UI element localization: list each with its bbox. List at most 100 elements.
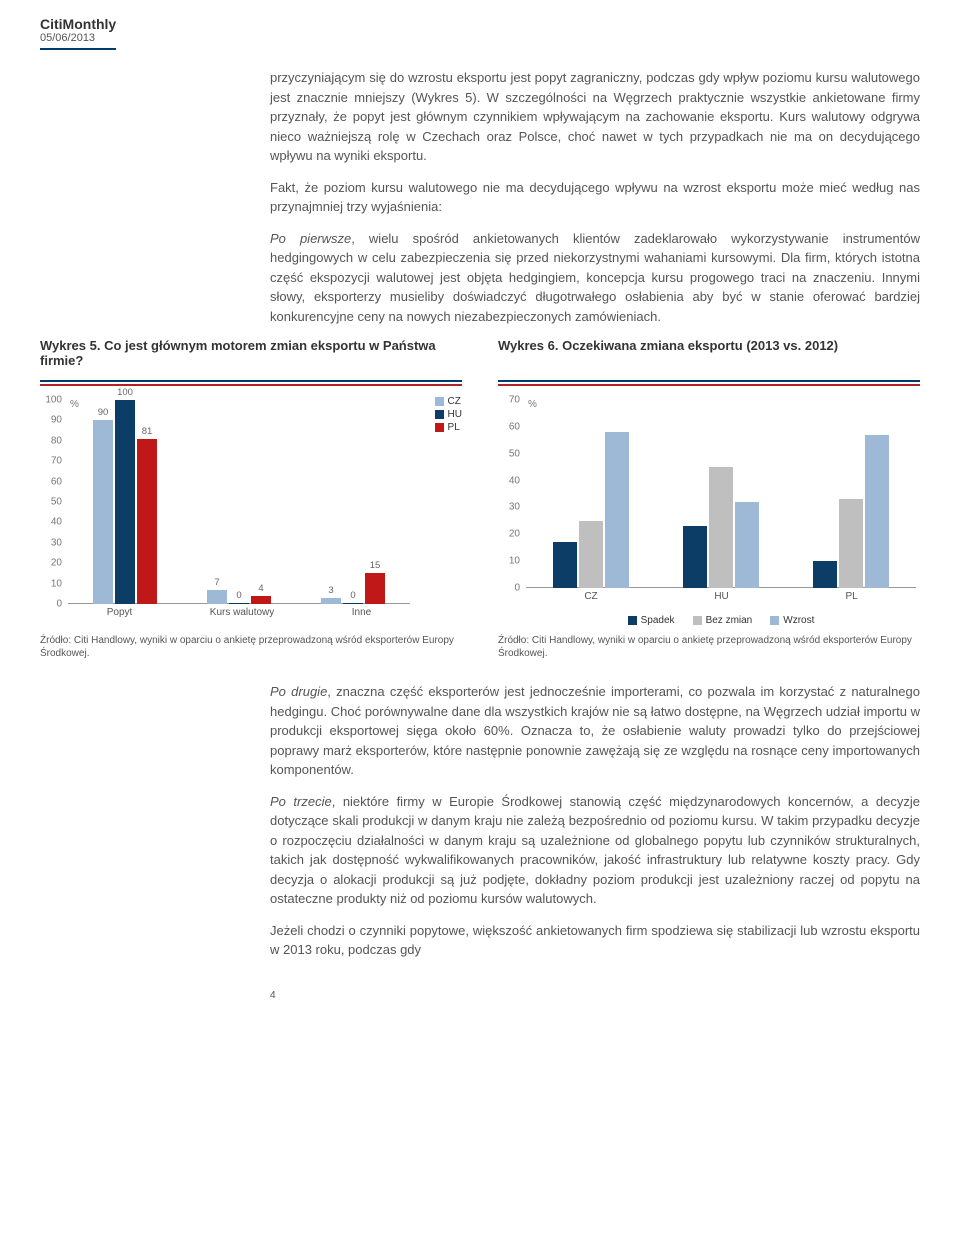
legend-swatch bbox=[628, 616, 637, 625]
bar-label: 4 bbox=[251, 583, 271, 594]
bar-group bbox=[786, 400, 916, 588]
ytick: 0 bbox=[514, 583, 520, 594]
bar bbox=[605, 432, 629, 588]
bar: 3 bbox=[321, 598, 341, 604]
chart6-title: Wykres 6. Oczekiwana zmiana eksportu (20… bbox=[498, 338, 920, 372]
em-po-drugie: Po drugie bbox=[270, 684, 327, 699]
ytick: 70 bbox=[51, 456, 62, 467]
ytick: 100 bbox=[45, 395, 62, 406]
legend-item: HU bbox=[435, 409, 462, 420]
page-number: 4 bbox=[270, 990, 920, 1001]
para-5-rest: , niektóre firmy w Europie Środkowej sta… bbox=[270, 794, 920, 907]
para-6: Jeżeli chodzi o czynniki popytowe, więks… bbox=[270, 921, 920, 960]
ytick: 50 bbox=[509, 448, 520, 459]
xcategory: Kurs walutowy bbox=[210, 607, 274, 622]
xcategory: PL bbox=[845, 591, 857, 606]
ytick: 60 bbox=[509, 421, 520, 432]
ytick: 80 bbox=[51, 435, 62, 446]
para-4: Po drugie, znaczna część eksporterów jes… bbox=[270, 682, 920, 780]
para-3-rest: , wielu spośród ankietowanych klientów z… bbox=[270, 231, 920, 324]
para-5: Po trzecie, niektóre firmy w Europie Śro… bbox=[270, 792, 920, 909]
para-1: przyczyniającym się do wzrostu eksportu … bbox=[270, 68, 920, 166]
chart6-plot bbox=[526, 400, 916, 588]
bar-group: 704 bbox=[182, 400, 296, 604]
bar bbox=[735, 502, 759, 588]
chart5-legend: CZ HU PL bbox=[435, 396, 462, 435]
bar bbox=[683, 526, 707, 588]
ytick: 40 bbox=[51, 517, 62, 528]
para-3: Po pierwsze, wielu spośród ankietowanych… bbox=[270, 229, 920, 327]
em-po-trzecie: Po trzecie bbox=[270, 794, 332, 809]
bar: 100 bbox=[115, 400, 135, 604]
ytick: 50 bbox=[51, 497, 62, 508]
chart5-xaxis: Popyt Kurs walutowy Inne bbox=[68, 607, 410, 622]
bar: 0 bbox=[229, 603, 249, 604]
chart5-block: Wykres 5. Co jest głównym motorem zmian … bbox=[40, 338, 462, 660]
chart6-legend: Spadek Bez zmian Wzrost bbox=[526, 615, 916, 626]
legend-item: Wzrost bbox=[770, 615, 814, 626]
legend-item: PL bbox=[435, 422, 462, 433]
bar: 0 bbox=[343, 603, 363, 604]
legend-label: Wzrost bbox=[783, 615, 814, 626]
chart5-source: Źródło: Citi Handlowy, wyniki w oparciu … bbox=[40, 634, 462, 660]
bar-label: 3 bbox=[321, 585, 341, 596]
legend-label: Spadek bbox=[641, 615, 675, 626]
bar: 90 bbox=[93, 420, 113, 604]
legend-swatch bbox=[693, 616, 702, 625]
document-page: CitiMonthly 05/06/2013 przyczyniającym s… bbox=[0, 0, 960, 1017]
xcategory: CZ bbox=[584, 591, 597, 606]
chart6-rule-blue bbox=[498, 380, 920, 382]
bar-label: 0 bbox=[343, 590, 363, 601]
bar: 7 bbox=[207, 590, 227, 604]
bar: 15 bbox=[365, 573, 385, 604]
chart5-rule-blue bbox=[40, 380, 462, 382]
para-2: Fakt, że poziom kursu walutowego nie ma … bbox=[270, 178, 920, 217]
charts-row: Wykres 5. Co jest głównym motorem zmian … bbox=[40, 338, 920, 660]
ytick: 10 bbox=[509, 556, 520, 567]
legend-swatch bbox=[770, 616, 779, 625]
ytick: 10 bbox=[51, 578, 62, 589]
bar: 4 bbox=[251, 596, 271, 604]
bar-group: 9010081 bbox=[68, 400, 182, 604]
chart5-area: 0102030405060708090100 % 90100817043015 … bbox=[40, 396, 462, 626]
ytick: 70 bbox=[509, 395, 520, 406]
chart6-rule-red bbox=[498, 384, 920, 386]
legend-swatch bbox=[435, 397, 444, 406]
bar bbox=[553, 542, 577, 588]
bar-label: 7 bbox=[207, 577, 227, 588]
para-4-rest: , znaczna część eksporterów jest jednocz… bbox=[270, 684, 920, 777]
chart6-block: Wykres 6. Oczekiwana zmiana eksportu (20… bbox=[498, 338, 920, 660]
ytick: 30 bbox=[509, 502, 520, 513]
document-header: CitiMonthly 05/06/2013 bbox=[40, 16, 116, 50]
bar-label: 81 bbox=[137, 426, 157, 437]
ytick: 20 bbox=[509, 529, 520, 540]
legend-label: CZ bbox=[448, 396, 461, 407]
xcategory: Inne bbox=[352, 607, 371, 622]
body-text-lower: Po drugie, znaczna część eksporterów jes… bbox=[270, 682, 920, 960]
legend-label: HU bbox=[448, 409, 462, 420]
publication-date: 05/06/2013 bbox=[40, 32, 116, 44]
ytick: 90 bbox=[51, 415, 62, 426]
chart6-area: 010203040506070 % CZHUPL SpadekBez zmian… bbox=[498, 396, 920, 626]
chart6-source: Źródło: Citi Handlowy, wyniki w oparciu … bbox=[498, 634, 920, 660]
legend-item: Spadek bbox=[628, 615, 675, 626]
chart5-yaxis: 0102030405060708090100 bbox=[40, 400, 64, 604]
bar bbox=[865, 435, 889, 588]
ytick: 30 bbox=[51, 537, 62, 548]
bar-label: 90 bbox=[93, 407, 113, 418]
bar bbox=[709, 467, 733, 588]
xcategory: Popyt bbox=[107, 607, 133, 622]
bar-label: 0 bbox=[229, 590, 249, 601]
legend-swatch bbox=[435, 423, 444, 432]
chart5-plot: 90100817043015 bbox=[68, 400, 410, 604]
ytick: 0 bbox=[56, 599, 62, 610]
chart5-title: Wykres 5. Co jest głównym motorem zmian … bbox=[40, 338, 462, 372]
bar-label: 15 bbox=[365, 560, 385, 571]
body-text-upper: przyczyniającym się do wzrostu eksportu … bbox=[270, 68, 920, 326]
bar-group bbox=[656, 400, 786, 588]
chart5-rule-red bbox=[40, 384, 462, 386]
bar bbox=[839, 499, 863, 588]
legend-label: Bez zmian bbox=[706, 615, 753, 626]
ytick: 20 bbox=[51, 558, 62, 569]
ytick: 60 bbox=[51, 476, 62, 487]
